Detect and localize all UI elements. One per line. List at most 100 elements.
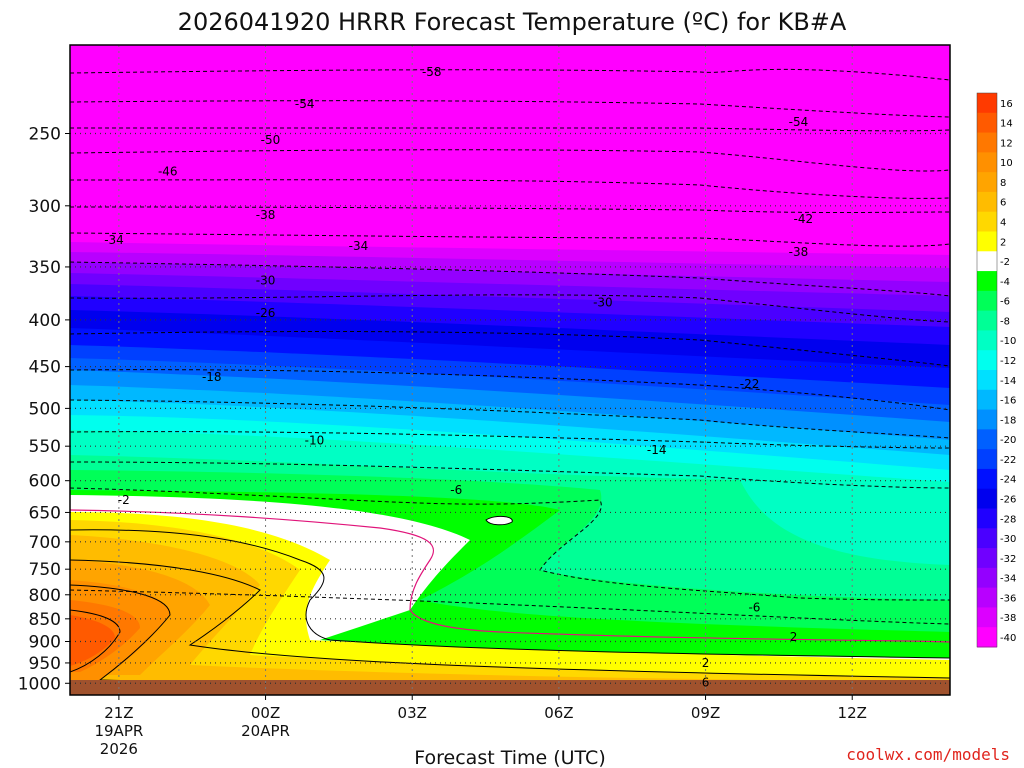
- colorbar-tick-label: -28: [1000, 514, 1016, 525]
- band-p6: [70, 535, 950, 695]
- contour-label: 2: [790, 630, 798, 644]
- y-tick-label: 400: [29, 311, 61, 331]
- y-tick-label: 1000: [18, 674, 61, 694]
- band-p14: [70, 615, 115, 666]
- contour-label: -42: [794, 212, 814, 226]
- contour-label: -38: [789, 245, 809, 259]
- gridlines: [70, 45, 950, 695]
- ground: [70, 680, 950, 695]
- credit-text: coolwx.com/models: [846, 745, 1010, 764]
- colorbar-swatch: [977, 409, 997, 430]
- x-tick-label: 09Z: [691, 704, 720, 722]
- y-axis: 2503003504004505005506006507007508008509…: [18, 124, 70, 694]
- colorbar-swatch: [977, 429, 997, 450]
- colorbar-tick-label: -20: [1000, 435, 1016, 446]
- y-tick-label: 350: [29, 258, 61, 278]
- colorbar-tick-label: 6: [1000, 198, 1006, 209]
- x-tick-label: 00Z: [251, 704, 280, 722]
- y-tick-label: 450: [29, 358, 61, 378]
- x-tick-date: 20APR: [241, 722, 290, 740]
- colorbar-swatch: [977, 488, 997, 509]
- colorbar-swatch: [977, 231, 997, 252]
- colorbar-swatch: [977, 528, 997, 549]
- isolated-contour: [485, 515, 513, 526]
- plot-frame: [69, 44, 951, 696]
- contour-label: -2: [118, 493, 130, 507]
- band-p4: [70, 520, 950, 695]
- contour-label: -54: [295, 97, 315, 111]
- colorbar-swatch: [977, 548, 997, 569]
- y-tick-label: 250: [29, 124, 61, 144]
- y-tick-label: 800: [29, 586, 61, 606]
- y-tick-label: 650: [29, 503, 61, 523]
- colorbar-tick-label: -38: [1000, 613, 1016, 624]
- x-tick-label: 21Z: [104, 704, 133, 722]
- colorbar-tick-label: -12: [1000, 356, 1016, 367]
- contour-label: -14: [647, 443, 667, 457]
- colorbar-tick-label: 4: [1000, 218, 1006, 229]
- freezing-contour: [70, 509, 950, 643]
- band-p2: [70, 512, 950, 695]
- plot-area: -58-54-54-50-46-38 -42-34 -34 -38-30-30-26-…: [70, 45, 950, 695]
- colorbar-swatch: [977, 271, 997, 292]
- colorbar-swatch: [977, 290, 997, 312]
- contour-label: -54: [789, 115, 809, 129]
- contour-label: -6: [450, 483, 462, 497]
- x-tick-label: 06Z: [544, 704, 573, 722]
- colorbar: 16 14 12 10 8 6 4 2 -2 -4 -6 -8 -10 -12 -14 -16 -18 -20 -2…: [976, 92, 1016, 648]
- colorbar-tick-label: -2: [1000, 257, 1010, 268]
- colorbar-tick-label: -30: [1000, 534, 1016, 545]
- colorbar-swatch: [977, 93, 997, 114]
- colorbar-swatch: [977, 567, 997, 589]
- colorbar-tick-label: -40: [1000, 633, 1016, 644]
- colorbar-swatch: [977, 449, 997, 470]
- colorbar-tick-label: -6: [1000, 297, 1010, 308]
- x-tick-year: 2026: [100, 740, 138, 758]
- colorbar-tick-label: 8: [1000, 178, 1006, 189]
- y-tick-label: 600: [29, 472, 61, 492]
- colorbar-tick-label: -36: [1000, 593, 1016, 604]
- colorbar-swatch: [977, 330, 997, 351]
- colorbar-tick-label: -10: [1000, 336, 1016, 347]
- colorbar-swatch: [977, 607, 997, 628]
- x-tick-label: 03Z: [398, 704, 427, 722]
- y-tick-label: 950: [29, 654, 61, 674]
- colorbar-swatch: [977, 132, 997, 153]
- contour-labels: -58-54-54-50-46-38 -42-34 -34 -38-30-30-26-…: [104, 65, 814, 690]
- colorbar-swatch: [977, 627, 997, 648]
- x-tick-label: 12Z: [838, 704, 867, 722]
- colorbar-tick-label: -14: [1000, 376, 1016, 387]
- colorbar-swatch: [977, 468, 997, 490]
- colorbar-swatch: [977, 211, 997, 232]
- colorbar-tick-label: -16: [1000, 396, 1016, 407]
- contour-label: -38: [256, 208, 276, 222]
- colorbar-tick-label: -18: [1000, 415, 1016, 426]
- contour-lines: [70, 68, 950, 625]
- colorbar-swatch: [977, 389, 997, 411]
- colorbar-tick-label: -8: [1000, 316, 1010, 327]
- colorbar-swatch: [977, 251, 997, 272]
- colorbar-swatch: [977, 310, 997, 331]
- colorbar-tick-label: 14: [1000, 119, 1013, 130]
- colorbar-swatch: [977, 350, 997, 371]
- colorbar-tick-label: 2: [1000, 237, 1006, 248]
- colorbar-swatch: [977, 112, 997, 134]
- contour-label: 6: [702, 675, 710, 689]
- y-tick-label: 850: [29, 610, 61, 630]
- colorbar-swatch: [977, 191, 997, 213]
- x-axis-label: Forecast Time (UTC): [414, 747, 605, 768]
- contour-label: -30: [256, 273, 276, 287]
- y-tick-label: 900: [29, 632, 61, 652]
- colorbar-tick-label: 10: [1000, 158, 1013, 169]
- colorbar-swatch: [977, 587, 997, 608]
- y-tick-label: 550: [29, 437, 61, 457]
- contour-label: -6: [748, 600, 760, 614]
- contour-label: -58: [422, 65, 442, 79]
- colorbar-swatch: [977, 370, 997, 391]
- colorbar-tick-label: -34: [1000, 574, 1016, 585]
- contour-label: -34: [349, 239, 369, 253]
- contour-label: -26: [256, 306, 276, 320]
- y-tick-label: 750: [29, 560, 61, 580]
